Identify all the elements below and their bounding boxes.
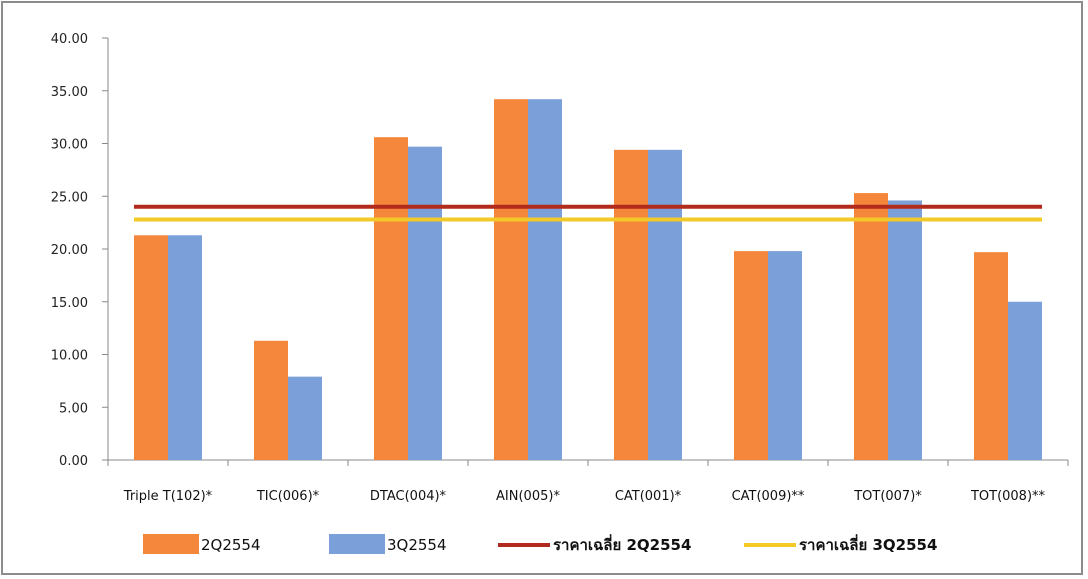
legend-swatch [329,534,385,554]
y-tick-label: 5.00 [59,401,88,416]
legend-swatch [143,534,199,554]
legend-label: ราคาเฉลี่ย 2Q2554 [553,534,691,554]
legend-label: 3Q2554 [387,536,447,554]
x-tick-label: TOT(007)* [853,489,922,504]
y-tick-label: 15.00 [51,296,88,311]
y-tick-label: 30.00 [51,138,88,153]
legend-label: ราคาเฉลี่ย 3Q2554 [799,534,937,554]
x-tick-label: TIC(006)* [256,489,320,504]
legend-label: 2Q2554 [201,536,261,554]
legend: 2Q2554 3Q2554 ราคาเฉลี่ย 2Q2554 ราคาเฉลี่ย … [143,534,937,554]
x-tick-label: Triple T(102)* [123,489,213,504]
average-lines [134,204,1042,222]
bar-3Q2554 [1008,301,1042,460]
bar-2Q2554 [374,137,408,461]
x-tick-label: DTAC(004)* [370,489,447,504]
x-tick-label: CAT(001)* [615,489,682,504]
y-tick-label: 10.00 [51,349,88,364]
bar-2Q2554 [734,251,768,460]
bar-3Q2554 [288,376,322,460]
bar-3Q2554 [528,99,562,460]
y-tick-label: 20.00 [51,243,88,258]
bar-3Q2554 [408,146,442,461]
bar-3Q2554 [768,251,802,460]
axes: 0.00 5.00 10.00 15.00 20.00 25.00 30.00 35.00 40… [51,32,1069,504]
y-tick-label: 0.00 [59,454,88,469]
bar-2Q2554 [494,99,528,460]
x-tick-label: TOT(008)** [970,489,1046,504]
bar-3Q2554 [168,235,202,460]
y-tick-label: 35.00 [51,85,88,100]
bars [134,99,1042,461]
y-tick-label: 25.00 [51,190,88,205]
bar-2Q2554 [134,235,168,460]
bar-2Q2554 [854,193,888,460]
bar-3Q2554 [888,200,922,460]
bar-2Q2554 [254,340,288,460]
x-tick-label: CAT(009)** [732,489,805,504]
bar-2Q2554 [614,149,648,460]
x-tick-label: AIN(005)* [496,489,560,504]
bar-3Q2554 [648,149,682,460]
y-tick-label: 40.00 [51,32,88,47]
bar-2Q2554 [974,252,1008,460]
